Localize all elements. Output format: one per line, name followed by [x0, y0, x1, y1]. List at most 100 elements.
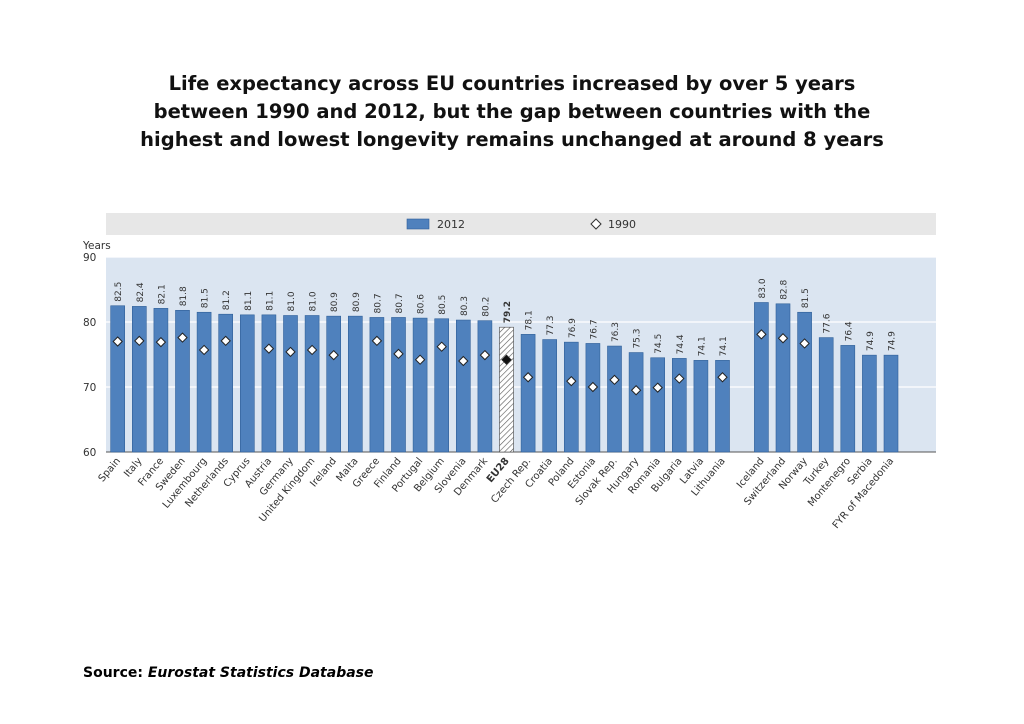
bar-romania [650, 357, 666, 453]
value-label: 80.9 [330, 292, 340, 312]
y-tick-label: 60 [83, 447, 96, 459]
bar-denmark [477, 320, 493, 453]
bar-united-kingdom [304, 315, 320, 453]
value-label: 82.4 [136, 282, 146, 302]
marker-1990 [652, 382, 663, 393]
value-label: 81.5 [801, 288, 811, 308]
y-axis-ticks: 60 70 80 90 [83, 252, 96, 459]
value-label: 77.3 [546, 316, 556, 336]
value-label: 80.7 [395, 293, 405, 313]
bar-greece [369, 317, 385, 453]
bar-hungary [628, 352, 644, 453]
marker-1990 [306, 344, 318, 356]
y-tick-label: 80 [83, 317, 96, 329]
value-label: 81.1 [244, 291, 254, 311]
marker-1990 [371, 335, 383, 347]
value-label: 81.5 [201, 288, 211, 308]
y-tick-label: 70 [83, 382, 96, 394]
value-label: 80.7 [373, 293, 383, 313]
legend-marker-1990 [590, 218, 602, 230]
value-label: 78.1 [525, 310, 535, 330]
value-label: 76.7 [589, 319, 599, 339]
marker-1990 [155, 336, 167, 348]
marker-1990 [522, 372, 534, 383]
source-name: Eurostat Statistics Database [147, 665, 374, 681]
value-label: 80.6 [417, 294, 427, 314]
value-label: 80.9 [352, 292, 362, 312]
value-label: 76.9 [568, 318, 578, 338]
value-label: 82.1 [157, 284, 167, 304]
bar-malta [347, 315, 363, 453]
bar-poland [563, 341, 579, 453]
title-line-3: highest and lowest longevity remains unc… [140, 128, 884, 151]
marker-1990 [587, 381, 599, 393]
marker-1990 [479, 349, 491, 361]
marker-1990 [674, 373, 685, 384]
bar-norway [797, 311, 812, 453]
markers-1990 [112, 329, 810, 396]
y-axis-label: Years [82, 240, 111, 252]
title-line-1: Life expectancy across EU countries incr… [168, 72, 856, 95]
legend-label-1990: 1990 [608, 218, 636, 231]
marker-1990 [717, 372, 728, 383]
marker-1990 [458, 355, 469, 367]
value-label: 80.3 [460, 296, 470, 316]
marker-1990 [328, 349, 339, 361]
value-label: 75.3 [633, 329, 643, 349]
bar-ireland [326, 315, 342, 453]
marker-1990 [630, 385, 642, 396]
source-label: Source: [83, 665, 143, 681]
bar-latvia [693, 360, 709, 453]
bar-slovak-rep- [607, 345, 622, 453]
value-label: 74.1 [719, 336, 729, 356]
marker-1990 [177, 332, 188, 343]
value-label: 74.5 [654, 334, 664, 354]
marker-1990 [414, 354, 426, 365]
value-label: 74.4 [676, 334, 686, 354]
value-label: 79.2 [503, 301, 513, 323]
marker-1990 [134, 335, 145, 347]
marker-1990 [777, 333, 789, 344]
bar-austria [261, 314, 277, 453]
value-labels: 82.5 82.4 82.1 81.8 81.5 81.2 81.1 81.1 81.0 81.0… [114, 278, 897, 356]
bar-slovenia [455, 319, 471, 453]
bar-france [153, 308, 169, 453]
bar-finland [391, 317, 406, 453]
value-label: 74.9 [866, 331, 876, 351]
x-tick-label: Spain [97, 456, 123, 484]
bar-croatia [542, 339, 558, 453]
bar-lithuania [715, 360, 730, 453]
value-label: 76.4 [844, 321, 854, 341]
bar-montenegro [840, 345, 856, 453]
value-label: 81.0 [309, 291, 319, 311]
chart-title: Life expectancy across EU countries incr… [60, 70, 964, 154]
value-label: 81.0 [287, 291, 297, 311]
value-label: 80.2 [481, 297, 491, 317]
value-label: 82.8 [780, 279, 790, 299]
legend-label-2012: 2012 [437, 218, 465, 231]
bar-bulgaria [671, 358, 687, 453]
marker-1990 [220, 335, 231, 347]
bar-turkey [818, 337, 834, 453]
bar-fyr-of-macedonia [883, 354, 899, 453]
marker-1990 [609, 374, 620, 386]
bars-2012 [110, 302, 899, 453]
value-label: 81.8 [179, 286, 189, 306]
bar-serbia [862, 354, 877, 453]
bar-spain [110, 305, 125, 453]
marker-1990 [198, 344, 210, 356]
marker-1990 [436, 341, 447, 352]
marker-1990 [263, 343, 275, 354]
bar-italy [132, 306, 147, 453]
marker-1990 [112, 336, 123, 347]
marker-1990 [799, 338, 810, 349]
bar-belgium [434, 318, 450, 453]
value-label: 82.5 [114, 282, 124, 302]
marker-1990 [285, 346, 296, 358]
value-label: 81.2 [222, 290, 232, 310]
value-label: 77.6 [823, 313, 833, 333]
bar-czech-rep- [520, 334, 536, 453]
bar-sweden [175, 309, 190, 453]
value-label: 83.0 [758, 278, 768, 298]
